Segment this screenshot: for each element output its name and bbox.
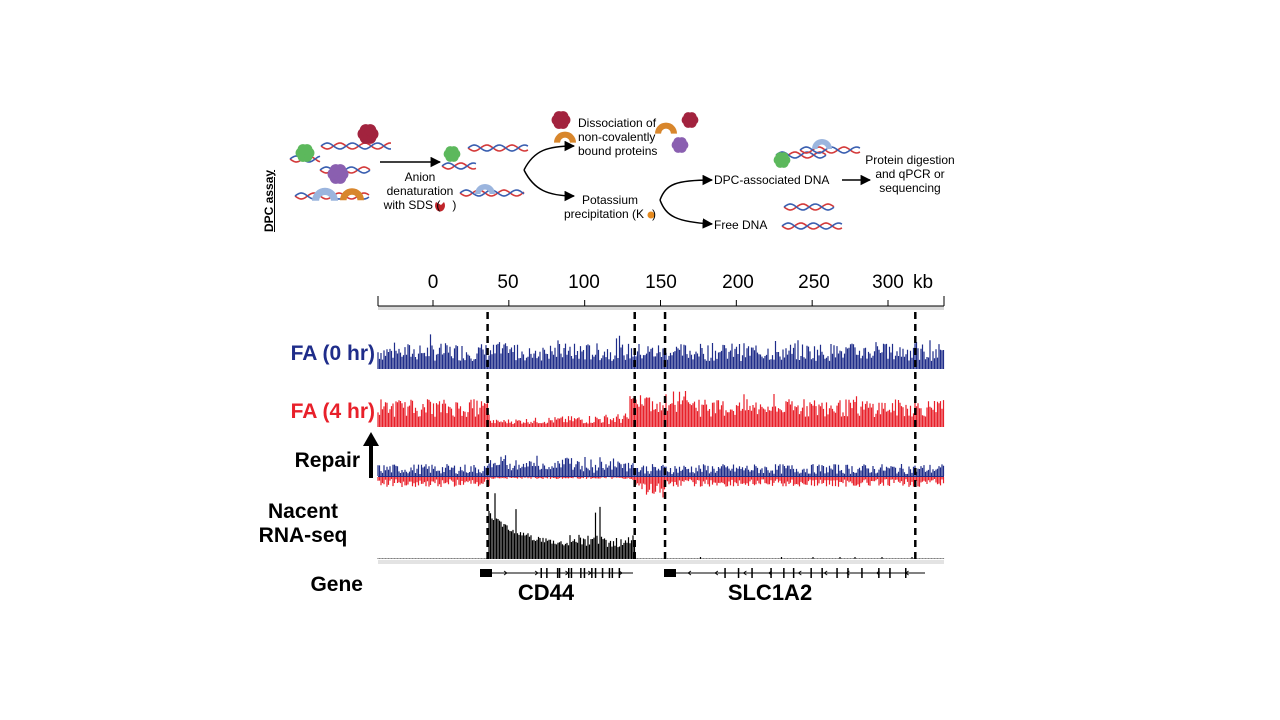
protein-orange-free <box>554 131 576 143</box>
fa4-signal <box>377 391 945 427</box>
protein-lightblue <box>312 187 338 201</box>
dna-helix <box>441 162 477 170</box>
protein-green-dpc <box>773 152 791 168</box>
ruler-ticks <box>432 300 889 306</box>
arrow-precipitation <box>523 169 576 202</box>
nascent-label: Nacent RNA-seq <box>258 500 348 547</box>
arrow-dpc-dna <box>659 174 714 201</box>
gene-slc1a2: SLC1A2 <box>727 580 813 605</box>
protein-orange <box>340 188 364 201</box>
free-dna-label: Free DNA <box>714 218 768 232</box>
dissociation-label: Dissociation of non-covalently bound pro… <box>578 116 658 158</box>
dna-helix <box>467 144 529 152</box>
dna-helix <box>781 222 843 230</box>
axis-tick-100: 100 <box>568 272 600 293</box>
protein-lightblue-small <box>475 184 495 194</box>
protein-purple <box>327 164 349 184</box>
fa0-bars <box>377 334 945 369</box>
fa0-signal <box>377 334 945 369</box>
repair-label: Repair <box>294 449 360 472</box>
protein-green-small <box>443 146 461 162</box>
fa0-label: FA (0 hr) <box>290 342 375 365</box>
protein-maroon <box>357 124 379 144</box>
potassium-symbol <box>647 211 655 219</box>
sds-symbol <box>435 202 446 212</box>
protein-lightblue-dpc <box>812 139 832 149</box>
gene-cd44: CD44 <box>517 580 575 605</box>
repair-arrow-head <box>363 432 379 446</box>
dna-helix <box>320 142 391 150</box>
axis-tick-300: 300 <box>872 272 904 293</box>
gene-label: Gene <box>310 573 363 596</box>
axis-tick-50: 50 <box>497 272 519 293</box>
gene-model-slc1a2 <box>664 568 925 578</box>
rna-bars <box>377 493 945 559</box>
protein-blobs <box>295 111 832 201</box>
ruler-bar <box>378 306 944 310</box>
fa4-label: FA (4 hr) <box>290 400 375 423</box>
protein-maroon-free2 <box>681 112 699 128</box>
gene-models <box>480 568 925 578</box>
track-separator <box>378 560 944 564</box>
precipitation-label: Potassium precipitation (K) <box>563 193 657 221</box>
protein-orange-free2 <box>655 122 677 134</box>
dpc-dna-label: DPC-associated DNA <box>714 173 830 187</box>
boundary-dashed-lines <box>486 312 917 562</box>
axis-tick-150: 150 <box>645 272 677 293</box>
arrow-free-dna <box>659 199 714 229</box>
digestion-label: Protein digestion and qPCR or sequencing <box>865 153 955 195</box>
axis-tick-250: 250 <box>798 272 830 293</box>
repair-down-bars <box>377 477 945 498</box>
protein-maroon-free <box>551 111 571 129</box>
protein-green <box>295 144 315 162</box>
repair-signal <box>377 455 945 498</box>
protein-purple-free <box>671 137 689 153</box>
axis-tick-0: 0 <box>427 272 439 293</box>
dna-helix <box>783 203 835 211</box>
gene-model-cd44 <box>480 568 633 578</box>
dpc-schematic <box>289 111 872 230</box>
axis-tick-200: 200 <box>722 272 754 293</box>
repair-up-bars <box>377 455 945 476</box>
nascent-rna-signal <box>377 493 945 559</box>
fa4-bars <box>377 391 945 427</box>
axis-unit: kb <box>912 272 934 293</box>
arrow-dissociation <box>523 140 576 171</box>
step1-label: Anion denaturation with SDS () <box>383 170 457 212</box>
